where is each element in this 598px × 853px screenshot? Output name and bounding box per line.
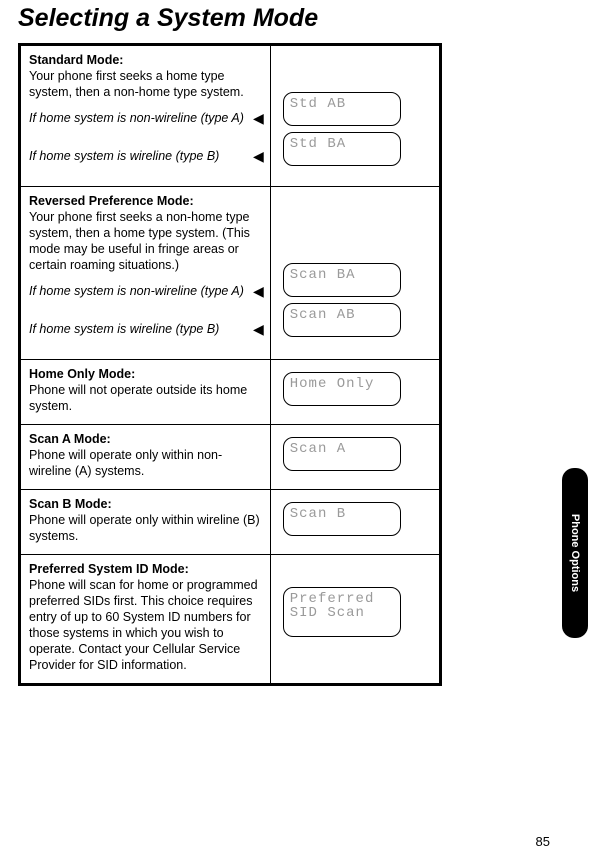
row-standard: Standard Mode: Your phone first seeks a …	[20, 45, 441, 187]
standard-note-b: If home system is wireline (type B)	[29, 148, 247, 164]
row-scan-a: Scan A Mode: Phone will operate only wit…	[20, 424, 441, 489]
preferred-heading: Preferred System ID Mode:	[29, 562, 189, 576]
row-home-only: Home Only Mode: Phone will not operate o…	[20, 359, 441, 424]
row-preferred: Preferred System ID Mode: Phone will sca…	[20, 554, 441, 684]
scanb-heading: Scan B Mode:	[29, 497, 112, 511]
lcd-scan-ab: Scan AB	[283, 303, 401, 337]
reversed-note-a: If home system is non-wireline (type A)	[29, 283, 247, 299]
homeonly-body: Phone will not operate outside its home …	[29, 383, 247, 413]
lcd-std-ba: Std BA	[283, 132, 401, 166]
lcd-std-ab: Std AB	[283, 92, 401, 126]
preferred-body: Phone will scan for home or programmed p…	[29, 578, 258, 672]
lcd-scan-a: Scan A	[283, 437, 401, 471]
row-reversed: Reversed Preference Mode: Your phone fir…	[20, 186, 441, 359]
reversed-body: Your phone first seeks a non-home type s…	[29, 210, 250, 272]
arrow-icon: ◀	[253, 321, 264, 339]
page-number: 85	[536, 834, 550, 849]
standard-body: Your phone first seeks a home type syste…	[29, 69, 244, 99]
lcd-scan-b: Scan B	[283, 502, 401, 536]
page-title: Selecting a System Mode	[18, 4, 588, 33]
scana-body: Phone will operate only within non-wirel…	[29, 448, 222, 478]
side-tab: Phone Options	[562, 468, 588, 638]
arrow-icon: ◀	[253, 110, 264, 128]
scana-heading: Scan A Mode:	[29, 432, 111, 446]
row-scan-b: Scan B Mode: Phone will operate only wit…	[20, 489, 441, 554]
standard-note-a: If home system is non-wireline (type A)	[29, 110, 247, 126]
side-tab-label: Phone Options	[569, 514, 581, 592]
lcd-scan-ba: Scan BA	[283, 263, 401, 297]
lcd-preferred: Preferred SID Scan	[283, 587, 401, 637]
arrow-icon: ◀	[253, 283, 264, 301]
arrow-icon: ◀	[253, 148, 264, 166]
reversed-heading: Reversed Preference Mode:	[29, 194, 194, 208]
homeonly-heading: Home Only Mode:	[29, 367, 135, 381]
reversed-note-b: If home system is wireline (type B)	[29, 321, 247, 337]
modes-table: Standard Mode: Your phone first seeks a …	[18, 43, 442, 686]
scanb-body: Phone will operate only within wireline …	[29, 513, 260, 543]
lcd-home-only: Home Only	[283, 372, 401, 406]
standard-heading: Standard Mode:	[29, 53, 123, 67]
